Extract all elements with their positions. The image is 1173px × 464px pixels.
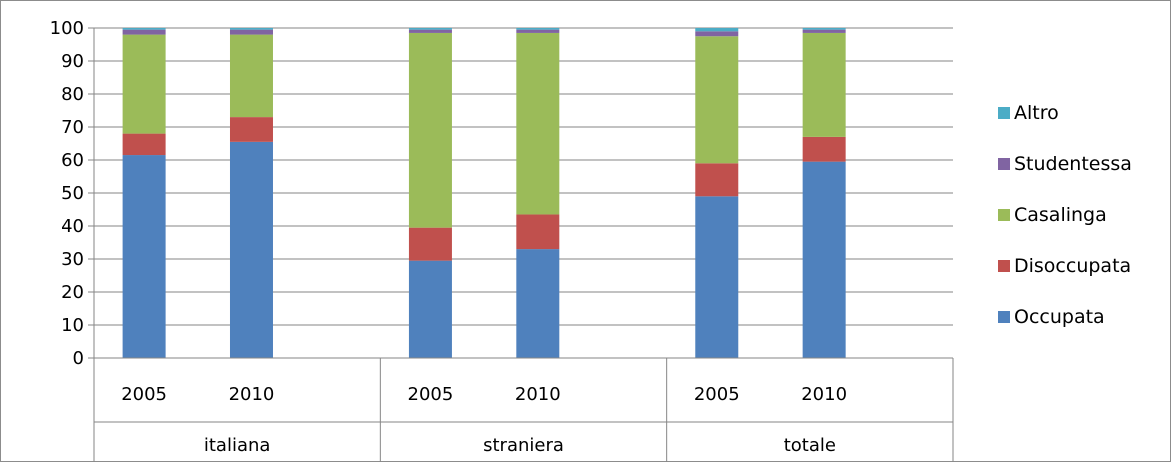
axes (88, 27, 954, 462)
y-tick-label: 80 (61, 84, 84, 105)
bar-disoccupata-5 (802, 136, 846, 162)
legend-swatch-altro (998, 107, 1010, 119)
legend-swatch-casalinga (998, 209, 1010, 221)
bar-occupata-0 (122, 155, 166, 358)
bar-disoccupata-4 (695, 163, 739, 197)
bar-studentessa-2 (408, 29, 452, 33)
bar-altro-2 (408, 28, 452, 30)
y-tick-label: 0 (73, 348, 84, 369)
bar-altro-5 (802, 28, 846, 30)
bar-casalinga-3 (516, 32, 560, 215)
bar-altro-1 (229, 28, 273, 30)
bar-occupata-4 (695, 196, 739, 358)
legend-label-disoccupata: Disoccupata (1014, 255, 1131, 277)
bar-studentessa-0 (122, 29, 166, 35)
y-tick-label: 40 (61, 216, 84, 237)
legend-label-altro: Altro (1014, 102, 1059, 124)
bar-studentessa-3 (516, 29, 560, 33)
legend-swatch-occupata (998, 311, 1010, 323)
y-axis-ticks: 0 10 20 30 40 50 60 70 80 90 100 (50, 18, 84, 369)
bar-altro-3 (516, 28, 560, 30)
legend-swatch-disoccupata (998, 260, 1010, 272)
y-tick-label: 50 (61, 183, 84, 204)
bar-occupata-2 (408, 260, 452, 358)
bar-occupata-5 (802, 161, 846, 358)
y-tick-label: 70 (61, 117, 84, 138)
x-tick-label: 2010 (801, 384, 847, 405)
x-axis-labels: 2005 2010 2005 2010 2005 2010 italiana stranier… (121, 384, 847, 456)
x-tick-label: 2010 (229, 384, 275, 405)
x-tick-label: 2005 (121, 384, 167, 405)
bar-disoccupata-0 (122, 133, 166, 156)
bar-disoccupata-1 (229, 117, 273, 142)
x-tick-label: 2005 (408, 384, 454, 405)
bar-disoccupata-3 (516, 214, 560, 250)
x-tick-label: 2010 (515, 384, 561, 405)
legend-label-studentessa: Studentessa (1014, 153, 1132, 175)
legend-swatch-studentessa (998, 158, 1010, 170)
bar-studentessa-1 (229, 29, 273, 35)
bar-casalinga-0 (122, 34, 166, 134)
bar-casalinga-1 (229, 34, 273, 118)
y-tick-label: 100 (50, 18, 84, 39)
bar-casalinga-4 (695, 36, 739, 164)
bar-studentessa-5 (802, 29, 846, 33)
legend: Altro Studentessa Casalinga Disoccupata Occu… (998, 102, 1132, 328)
x-group-label: straniera (483, 435, 564, 456)
legend-label-occupata: Occupata (1014, 306, 1105, 328)
legend-label-casalinga: Casalinga (1014, 204, 1107, 226)
bar-occupata-3 (516, 249, 560, 358)
x-tick-label: 2005 (694, 384, 740, 405)
y-tick-label: 30 (61, 249, 84, 270)
x-group-label: totale (784, 435, 836, 456)
y-tick-label: 10 (61, 315, 84, 336)
bars (122, 28, 846, 358)
y-tick-label: 60 (61, 150, 84, 171)
bar-casalinga-2 (408, 32, 452, 228)
bar-altro-0 (122, 28, 166, 30)
x-group-label: italiana (204, 435, 271, 456)
y-tick-label: 20 (61, 282, 84, 303)
bar-disoccupata-2 (408, 227, 452, 261)
bar-studentessa-4 (695, 31, 739, 37)
bar-altro-4 (695, 28, 739, 32)
y-tick-label: 90 (61, 51, 84, 72)
bar-casalinga-5 (802, 32, 846, 137)
bar-occupata-1 (229, 141, 273, 358)
